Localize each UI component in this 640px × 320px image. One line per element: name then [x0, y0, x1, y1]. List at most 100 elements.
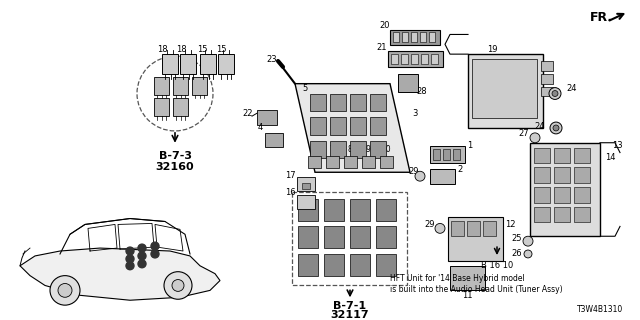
- Bar: [574, 148, 590, 164]
- Circle shape: [530, 133, 540, 143]
- Text: 27: 27: [518, 129, 529, 138]
- Bar: [297, 177, 315, 191]
- Text: 14: 14: [605, 153, 615, 162]
- Bar: [554, 207, 570, 222]
- Bar: [302, 183, 310, 189]
- Text: 9: 9: [365, 145, 371, 154]
- Text: 12: 12: [505, 220, 515, 229]
- Bar: [350, 199, 370, 220]
- Bar: [541, 74, 553, 84]
- Bar: [350, 254, 370, 276]
- Text: 8: 8: [348, 145, 353, 154]
- Bar: [421, 54, 428, 64]
- Bar: [391, 54, 398, 64]
- Circle shape: [524, 250, 532, 258]
- Bar: [453, 149, 460, 160]
- Text: 22: 22: [243, 109, 253, 118]
- Text: B-7-3: B-7-3: [159, 150, 191, 161]
- Circle shape: [138, 244, 146, 252]
- Text: 15: 15: [216, 45, 227, 54]
- Text: T3W4B1310: T3W4B1310: [577, 305, 623, 314]
- Text: B-7-1: B-7-1: [333, 301, 367, 311]
- Circle shape: [126, 255, 134, 263]
- Bar: [376, 227, 396, 248]
- Bar: [324, 254, 344, 276]
- Text: 18: 18: [157, 45, 167, 54]
- Text: 32117: 32117: [331, 310, 369, 320]
- Text: 17: 17: [285, 171, 295, 180]
- Bar: [541, 87, 553, 96]
- Text: 11: 11: [461, 291, 472, 300]
- Text: 23: 23: [267, 55, 277, 64]
- Bar: [350, 117, 366, 135]
- Circle shape: [552, 91, 558, 96]
- Bar: [326, 156, 339, 168]
- Bar: [430, 146, 465, 164]
- Bar: [298, 199, 318, 220]
- Text: 24: 24: [534, 122, 545, 131]
- Bar: [376, 199, 396, 220]
- Bar: [370, 141, 386, 158]
- Bar: [393, 33, 399, 42]
- Text: 7: 7: [330, 145, 335, 154]
- Circle shape: [50, 276, 80, 305]
- Text: 20: 20: [380, 21, 390, 30]
- Bar: [218, 54, 234, 74]
- Bar: [541, 61, 553, 71]
- Text: 16: 16: [285, 188, 295, 197]
- Bar: [472, 59, 537, 118]
- Circle shape: [138, 260, 146, 268]
- Bar: [297, 195, 315, 209]
- Circle shape: [523, 236, 533, 246]
- Circle shape: [550, 122, 562, 134]
- Bar: [451, 220, 464, 236]
- Bar: [376, 254, 396, 276]
- Text: 2: 2: [458, 165, 463, 174]
- Text: 28: 28: [417, 87, 428, 96]
- Bar: [429, 33, 435, 42]
- Bar: [534, 148, 550, 164]
- Bar: [401, 54, 408, 64]
- Text: 24: 24: [567, 84, 577, 93]
- Bar: [467, 220, 480, 236]
- Text: 29: 29: [425, 220, 435, 229]
- Text: 13: 13: [612, 141, 622, 150]
- Bar: [154, 99, 169, 116]
- Text: 4: 4: [257, 124, 262, 132]
- Bar: [350, 141, 366, 158]
- Bar: [350, 93, 366, 111]
- Bar: [310, 117, 326, 135]
- Bar: [468, 54, 543, 128]
- Text: HFT Unit for '14 Base Hybrid model: HFT Unit for '14 Base Hybrid model: [390, 274, 525, 283]
- Bar: [388, 51, 443, 67]
- Bar: [292, 192, 407, 285]
- Text: 15: 15: [196, 45, 207, 54]
- Bar: [574, 167, 590, 183]
- Bar: [310, 93, 326, 111]
- Bar: [483, 220, 496, 236]
- Bar: [433, 149, 440, 160]
- Text: 32160: 32160: [156, 162, 195, 172]
- Circle shape: [58, 284, 72, 297]
- Circle shape: [435, 223, 445, 233]
- Bar: [430, 169, 455, 184]
- Bar: [192, 77, 207, 94]
- Bar: [402, 33, 408, 42]
- Text: 18: 18: [176, 45, 186, 54]
- Bar: [310, 141, 326, 158]
- Bar: [344, 156, 357, 168]
- Text: 25: 25: [512, 234, 522, 243]
- Bar: [308, 156, 321, 168]
- Bar: [574, 207, 590, 222]
- Bar: [431, 54, 438, 64]
- Text: 26: 26: [512, 250, 522, 259]
- Text: 19: 19: [487, 45, 497, 54]
- Circle shape: [126, 247, 134, 255]
- Circle shape: [151, 250, 159, 258]
- Bar: [554, 187, 570, 203]
- Circle shape: [549, 88, 561, 100]
- Bar: [265, 133, 283, 147]
- Text: FR.: FR.: [590, 11, 613, 24]
- Text: B 16 10: B 16 10: [481, 261, 513, 270]
- Bar: [534, 187, 550, 203]
